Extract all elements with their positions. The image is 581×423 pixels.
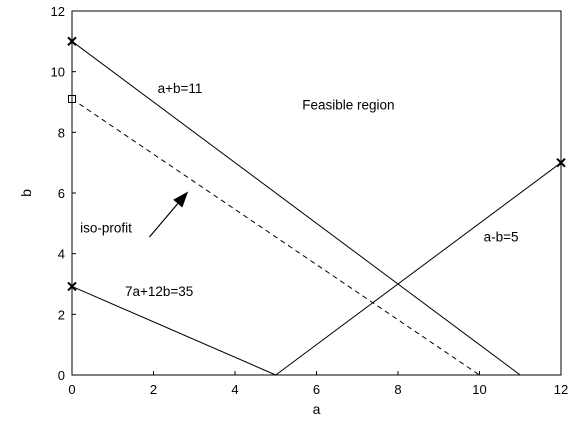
- line-a-minus-b: [275, 162, 562, 376]
- annotation-label: a-b=5: [484, 230, 519, 245]
- x-tick-label: 4: [231, 382, 238, 397]
- x-tick-label: 8: [394, 382, 401, 397]
- x-tick-label: 6: [313, 382, 320, 397]
- y-tick-label: 8: [58, 125, 65, 140]
- line-constraint-7a-12b: [71, 285, 276, 376]
- annotation-label: Feasible region: [302, 98, 394, 113]
- y-tick-label: 0: [58, 368, 65, 383]
- annotation-label: iso-profit: [80, 220, 132, 235]
- annotation-label: 7a+12b=35: [125, 284, 193, 299]
- iso-profit-arrow-head: [173, 191, 189, 208]
- y-tick-label: 6: [58, 186, 65, 201]
- y-tick-label: 2: [58, 307, 65, 322]
- line-a-plus-b: [71, 40, 521, 376]
- y-tick-label: 10: [51, 65, 65, 80]
- x-tick-label: 2: [150, 382, 157, 397]
- line-iso-profit: [71, 98, 480, 376]
- y-axis-label: b: [18, 189, 34, 197]
- plot-area: a+b=11 Feasible region a-b=5 7a+12b=35 iso-p…: [67, 36, 566, 376]
- y-tick-label: 12: [51, 4, 65, 19]
- y-tick-label: 4: [58, 247, 65, 262]
- x-axis-label: a: [313, 401, 321, 417]
- x-tick-label: 12: [554, 382, 568, 397]
- annotation-label: a+b=11: [158, 81, 203, 96]
- iso-profit-arrow-shaft: [148, 203, 179, 238]
- x-tick-label: 10: [472, 382, 486, 397]
- axis-ticks: 0 2 4 6 8 10 12 0 2 4 6 8 10 12: [51, 4, 569, 397]
- x-tick-label: 0: [68, 382, 75, 397]
